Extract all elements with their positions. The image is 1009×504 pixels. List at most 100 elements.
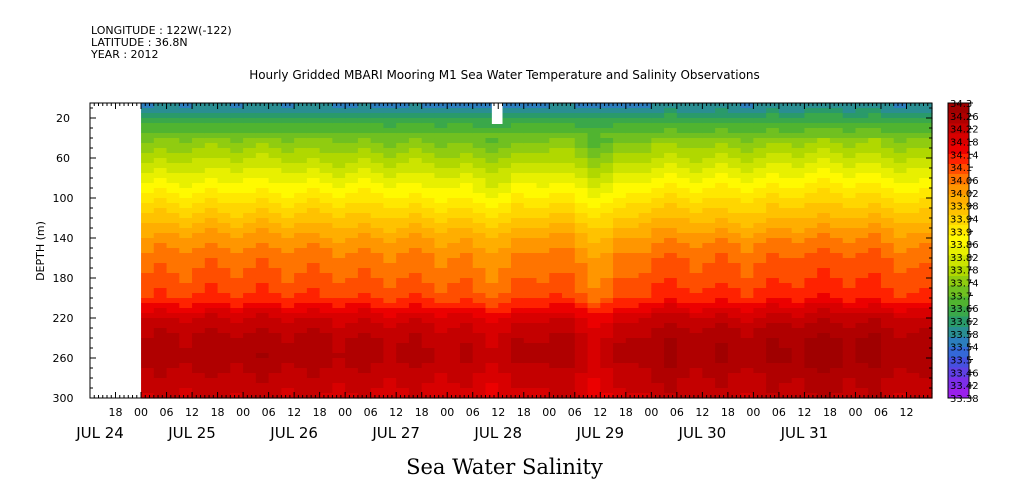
heatmap-cell — [829, 178, 844, 184]
heatmap-cell — [383, 263, 397, 269]
heatmap-cell — [574, 183, 589, 189]
heatmap-cell — [230, 233, 244, 239]
heatmap-cell — [281, 328, 295, 334]
heatmap-cell — [243, 113, 257, 119]
heatmap-cell — [498, 278, 512, 284]
heatmap-cell — [740, 363, 754, 369]
heatmap-cell — [498, 168, 512, 174]
heatmap-cell — [498, 318, 512, 324]
heatmap-cell — [676, 233, 691, 239]
heatmap-cell — [408, 138, 423, 144]
heatmap-cell — [357, 258, 372, 264]
heatmap-cell — [141, 203, 155, 209]
heatmap-cell — [383, 103, 397, 109]
heatmap-cell — [141, 268, 155, 274]
heatmap-cell — [294, 118, 308, 124]
heatmap-cell — [804, 233, 818, 239]
heatmap-cell — [243, 138, 257, 144]
heatmap-cell — [306, 298, 321, 304]
heatmap-cell — [842, 193, 857, 199]
heatmap-cell — [511, 143, 525, 149]
heatmap-cell — [217, 198, 231, 204]
heatmap-cell — [766, 148, 780, 154]
heatmap-cell — [345, 183, 359, 189]
heatmap-cell — [357, 163, 372, 169]
heatmap-cell — [536, 283, 550, 289]
heatmap-cell — [893, 363, 908, 369]
heatmap-cell — [230, 273, 244, 279]
heatmap-cell — [919, 293, 933, 299]
heatmap-cell — [243, 238, 257, 244]
heatmap-cell — [664, 313, 678, 319]
heatmap-cell — [562, 113, 576, 119]
heatmap-cell — [549, 213, 563, 219]
heatmap-cell — [549, 348, 563, 354]
heatmap-cell — [868, 148, 882, 154]
heatmap-cell — [625, 298, 640, 304]
heatmap-cell — [727, 323, 742, 329]
heatmap-cell — [408, 188, 423, 194]
heatmap-cell — [855, 108, 869, 114]
heatmap-cell — [204, 218, 219, 224]
heatmap-cell — [523, 263, 538, 269]
heatmap-cell — [357, 218, 372, 224]
heatmap-cell — [472, 248, 487, 254]
heatmap-cell — [753, 353, 767, 359]
heatmap-cell — [498, 373, 512, 379]
heatmap-cell — [587, 228, 601, 234]
heatmap-cell — [166, 393, 180, 399]
heatmap-cell — [230, 278, 244, 284]
heatmap-cell — [753, 163, 767, 169]
heatmap-cell — [906, 288, 920, 294]
heatmap-cell — [255, 258, 270, 264]
heatmap-cell — [332, 138, 346, 144]
heatmap-cell — [243, 158, 257, 164]
heatmap-cell — [523, 193, 538, 199]
heatmap-cell — [727, 143, 742, 149]
heatmap-cell — [294, 283, 308, 289]
heatmap-cell — [766, 313, 780, 319]
heatmap-cell — [485, 218, 499, 224]
heatmap-cell — [511, 113, 525, 119]
heatmap-cell — [817, 388, 831, 394]
heatmap-cell — [332, 378, 346, 384]
heatmap-cell — [791, 288, 806, 294]
heatmap-cell — [562, 213, 576, 219]
heatmap-cell — [625, 263, 640, 269]
heatmap-cell — [906, 343, 920, 349]
heatmap-cell — [319, 158, 333, 164]
x-tick-label: 18 — [415, 406, 429, 419]
heatmap-cell — [523, 378, 538, 384]
heatmap-cell — [715, 308, 729, 314]
heatmap-cell — [625, 353, 640, 359]
heatmap-cell — [638, 318, 652, 324]
heatmap-cell — [842, 253, 857, 259]
heatmap-cell — [740, 138, 754, 144]
heatmap-cell — [243, 303, 257, 309]
heatmap-cell — [485, 153, 499, 159]
heatmap-cell — [549, 393, 563, 399]
heatmap-cell — [204, 168, 219, 174]
heatmap-cell — [281, 128, 295, 134]
heatmap-cell — [345, 103, 359, 109]
heatmap-cell — [600, 393, 614, 399]
heatmap-cell — [179, 148, 193, 154]
heatmap-cell — [179, 348, 193, 354]
heatmap-cell — [778, 178, 793, 184]
heatmap-cell — [217, 253, 231, 259]
heatmap-cell — [893, 213, 908, 219]
heatmap-cell — [306, 228, 321, 234]
heatmap-cell — [880, 333, 895, 339]
heatmap-cell — [664, 308, 678, 314]
heatmap-cell — [255, 148, 270, 154]
heatmap-cell — [740, 373, 754, 379]
heatmap-cell — [638, 288, 652, 294]
heatmap-cell — [485, 278, 499, 284]
heatmap-cell — [447, 168, 461, 174]
heatmap-cell — [778, 273, 793, 279]
heatmap-cell — [791, 323, 806, 329]
heatmap-cell — [511, 263, 525, 269]
heatmap-cell — [383, 178, 397, 184]
heatmap-cell — [600, 223, 614, 229]
